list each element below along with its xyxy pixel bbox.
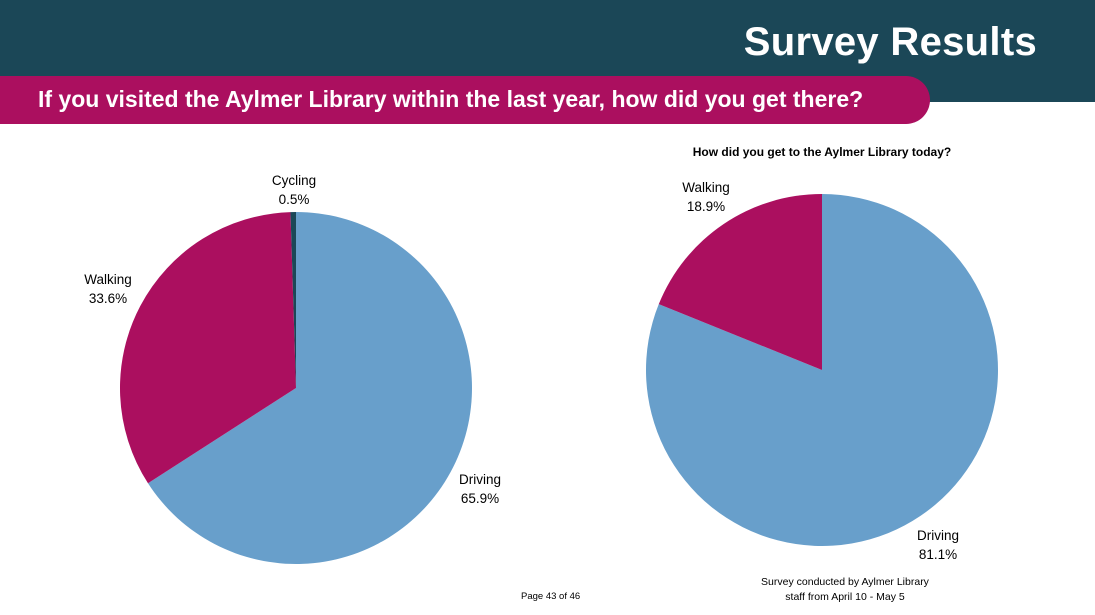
slide-title: Survey Results <box>743 20 1037 64</box>
pie-slice-walking <box>658 194 822 370</box>
slice-category-label: Cycling <box>272 173 316 188</box>
pie-slice-cycling <box>290 212 296 388</box>
pie-chart-last-year: Driving 65.9% Walking 33.6% Cycling 0.5% <box>84 173 501 564</box>
slice-category-label: Walking <box>682 180 730 195</box>
survey-footnote: Survey conducted by Aylmer Library staff… <box>722 575 968 605</box>
slice-label-walking: Walking 33.6% <box>84 272 132 306</box>
slice-label-cycling: Cycling 0.5% <box>272 173 316 207</box>
pie-slice-driving <box>645 194 998 547</box>
page-number: Page 43 of 46 <box>521 591 581 602</box>
footnote-line-2: staff from April 10 - May 5 <box>785 591 905 603</box>
slice-value-label: 65.9% <box>461 491 499 506</box>
pie-chart-today: How did you get to the Aylmer Library to… <box>645 145 998 562</box>
question-text: If you visited the Aylmer Library within… <box>38 86 864 112</box>
chart-title: How did you get to the Aylmer Library to… <box>693 145 951 159</box>
slice-label-walking: Walking 18.9% <box>682 180 730 214</box>
pie-slice-driving <box>147 212 472 564</box>
pie-slice-walking <box>119 212 296 484</box>
slice-category-label: Walking <box>84 272 132 287</box>
slice-label-driving: Driving 81.1% <box>917 528 959 562</box>
question-banner: If you visited the Aylmer Library within… <box>0 76 930 124</box>
footnote-line-1: Survey conducted by Aylmer Library <box>761 576 929 588</box>
slice-value-label: 81.1% <box>919 547 957 562</box>
slice-category-label: Driving <box>917 528 959 543</box>
slice-value-label: 0.5% <box>279 192 310 207</box>
slice-value-label: 18.9% <box>687 199 725 214</box>
slice-label-driving: Driving 65.9% <box>459 472 501 506</box>
slice-category-label: Driving <box>459 472 501 487</box>
slice-value-label: 33.6% <box>89 291 127 306</box>
